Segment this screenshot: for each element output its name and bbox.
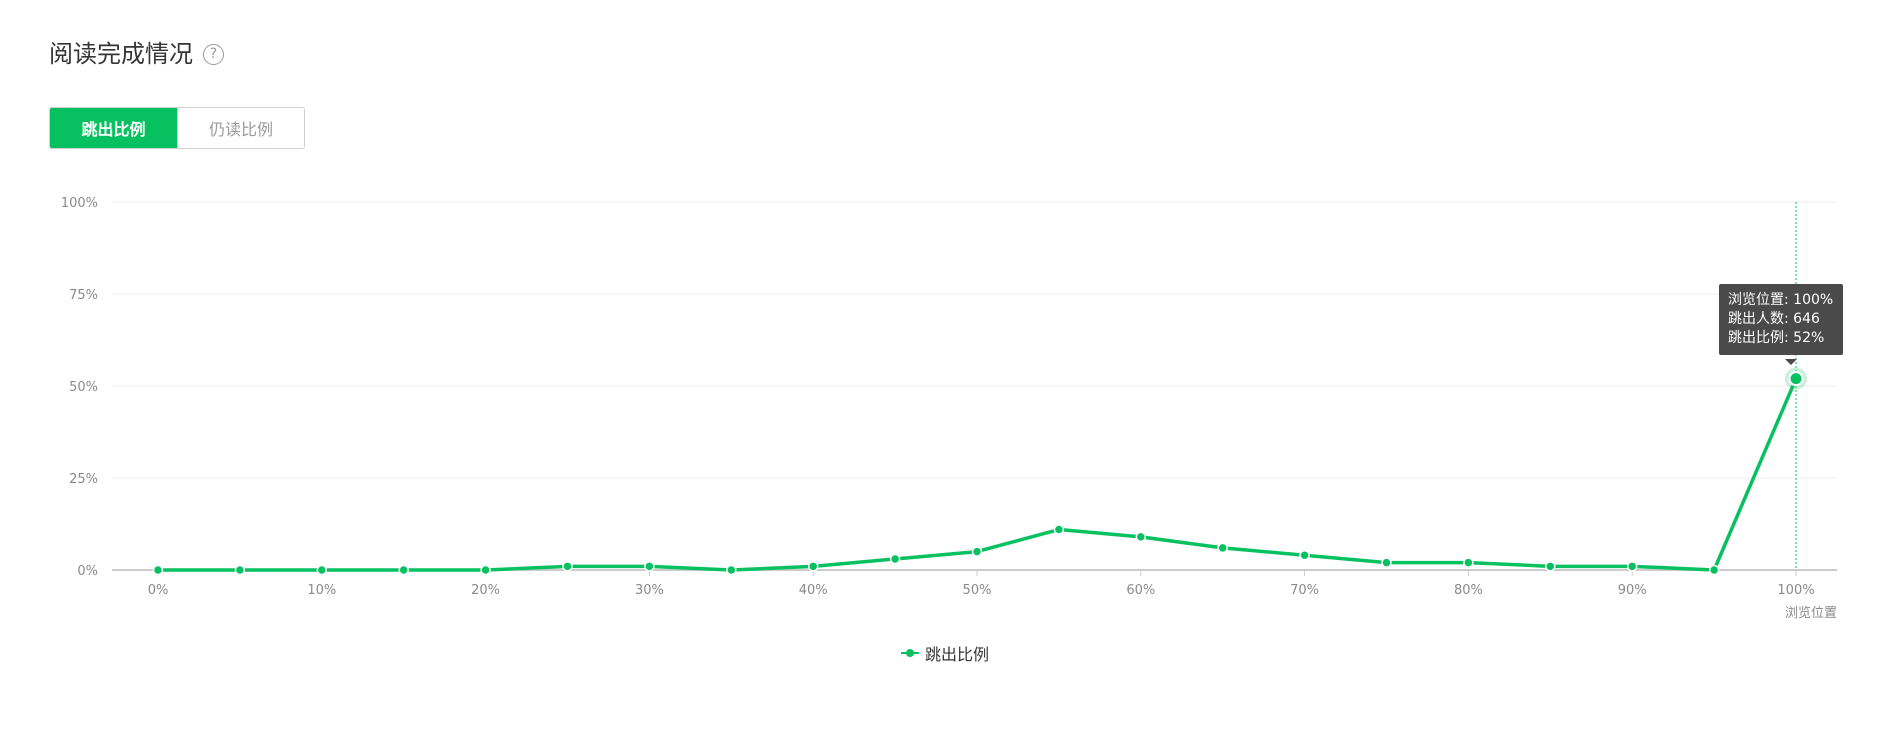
x-tick-label: 70% xyxy=(1290,583,1319,598)
data-point xyxy=(1299,550,1310,561)
data-point xyxy=(152,564,164,576)
tooltip-line-ratio: 跳出比例: 52% xyxy=(1728,330,1825,346)
data-point xyxy=(889,553,901,565)
data-point xyxy=(1708,564,1720,576)
data-point xyxy=(1135,531,1147,543)
data-point xyxy=(480,564,491,576)
data-point-highlight xyxy=(1788,371,1804,387)
data-point xyxy=(1217,542,1228,554)
y-tick-label: 0% xyxy=(77,564,98,579)
y-tick-label: 25% xyxy=(69,472,98,487)
data-point xyxy=(1626,561,1638,572)
x-tick-label: 90% xyxy=(1618,583,1647,598)
tab-still-reading-rate[interactable]: 仍读比例 xyxy=(177,108,304,148)
legend-line-marker-icon xyxy=(901,648,919,658)
metric-tab-group: 跳出比例 仍读比例 xyxy=(49,107,305,149)
chart-grid xyxy=(112,201,1837,570)
tooltip-line-position: 浏览位置: 100% xyxy=(1728,292,1834,308)
data-point xyxy=(562,561,573,572)
data-point xyxy=(1463,557,1474,568)
x-tick-label: 30% xyxy=(635,583,664,598)
x-tick-label: 80% xyxy=(1454,583,1483,598)
data-point xyxy=(726,564,737,576)
data-point xyxy=(316,564,328,576)
data-tooltip: 浏览位置: 100% 跳出人数: 646 跳出比例: 52% xyxy=(1719,284,1843,355)
data-point xyxy=(807,561,819,572)
data-point xyxy=(644,561,655,572)
y-tick-label: 50% xyxy=(69,380,98,395)
data-point xyxy=(1053,524,1065,535)
data-point xyxy=(234,564,246,576)
tooltip-line-count: 跳出人数: 646 xyxy=(1728,311,1820,327)
x-tick-label: 0% xyxy=(148,583,169,598)
page-title-text: 阅读完成情况 xyxy=(49,40,193,68)
y-tick-label: 100% xyxy=(61,196,98,211)
x-tick-label: 100% xyxy=(1777,583,1814,598)
page-title: 阅读完成情况 ? xyxy=(49,38,224,70)
x-tick-label: 40% xyxy=(799,583,828,598)
question-circle-icon[interactable]: ? xyxy=(203,43,224,65)
chart-legend[interactable]: 跳出比例 xyxy=(901,641,989,665)
x-tick-label: 10% xyxy=(307,583,336,598)
chart-axes: 0% 25% 50% 75% 100% 0% 10% 20% 30% 40% 50% 60% 70% 80… xyxy=(61,196,1837,621)
x-tick-label: 20% xyxy=(471,583,500,598)
x-tick-label: 50% xyxy=(963,583,992,598)
legend-label: 跳出比例 xyxy=(925,645,990,664)
data-point xyxy=(1381,557,1392,568)
y-tick-label: 75% xyxy=(69,288,98,303)
data-point xyxy=(398,564,409,576)
chart-series xyxy=(152,367,1807,576)
data-point xyxy=(1545,561,1556,572)
data-point xyxy=(971,546,983,557)
x-axis-title: 浏览位置 xyxy=(1785,605,1837,621)
x-tick-label: 60% xyxy=(1126,583,1155,598)
series-line xyxy=(156,376,1798,572)
tab-bounce-rate[interactable]: 跳出比例 xyxy=(50,108,177,148)
tooltip-arrow xyxy=(1785,359,1797,365)
